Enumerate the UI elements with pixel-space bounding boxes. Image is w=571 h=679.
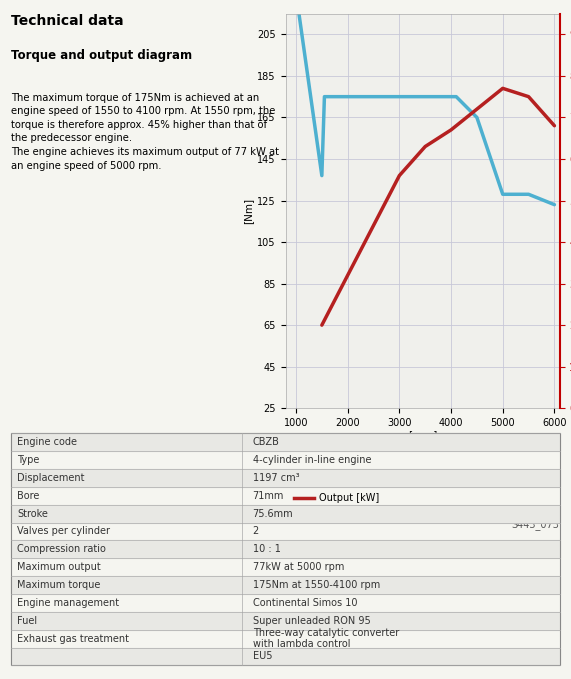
Text: Compression ratio: Compression ratio [17, 545, 106, 554]
Text: Engine code: Engine code [17, 437, 77, 447]
Text: Technical data: Technical data [11, 14, 124, 28]
Text: Exhaust gas treatment: Exhaust gas treatment [17, 634, 129, 644]
Legend: Output [kW], Torque [Nm]: Output [kW], Torque [Nm] [291, 489, 383, 521]
Bar [11, 576, 560, 594]
Bar [11, 612, 560, 629]
Text: Engine management: Engine management [17, 598, 119, 608]
Text: Displacement: Displacement [17, 473, 85, 483]
Text: Three-way catalytic converter
with lambda control: Three-way catalytic converter with lambd… [252, 628, 399, 649]
Text: S443_073: S443_073 [512, 519, 560, 530]
Text: 175Nm at 1550-4100 rpm: 175Nm at 1550-4100 rpm [252, 580, 380, 590]
Text: 2: 2 [252, 526, 259, 536]
Text: 71mm: 71mm [252, 491, 284, 501]
Text: CBZB: CBZB [252, 437, 279, 447]
Text: Torque and output diagram: Torque and output diagram [11, 49, 192, 62]
Text: 77kW at 5000 rpm: 77kW at 5000 rpm [252, 562, 344, 572]
Text: 10 : 1: 10 : 1 [252, 545, 280, 554]
Text: Super unleaded RON 95: Super unleaded RON 95 [252, 616, 371, 626]
Bar [11, 433, 560, 451]
Text: Fuel: Fuel [17, 616, 37, 626]
Bar [11, 469, 560, 487]
Bar [11, 540, 560, 558]
Text: Stroke: Stroke [17, 509, 48, 519]
Bar [11, 504, 560, 523]
Text: EU5: EU5 [252, 651, 272, 661]
Text: Bore: Bore [17, 491, 39, 501]
Text: The maximum torque of 175Nm is achieved at an
engine speed of 1550 to 4100 rpm. : The maximum torque of 175Nm is achieved … [11, 92, 279, 170]
Text: Type: Type [17, 455, 39, 465]
Text: Maximum output: Maximum output [17, 562, 100, 572]
Text: Maximum torque: Maximum torque [17, 580, 100, 590]
Text: 4-cylinder in-line engine: 4-cylinder in-line engine [252, 455, 371, 465]
Text: Valves per cylinder: Valves per cylinder [17, 526, 110, 536]
Bar [11, 648, 560, 665]
X-axis label: [rpm]: [rpm] [408, 430, 437, 441]
Text: Continental Simos 10: Continental Simos 10 [252, 598, 357, 608]
Text: 75.6mm: 75.6mm [252, 509, 293, 519]
Text: 1197 cm³: 1197 cm³ [252, 473, 299, 483]
Y-axis label: [Nm]: [Nm] [243, 198, 253, 224]
